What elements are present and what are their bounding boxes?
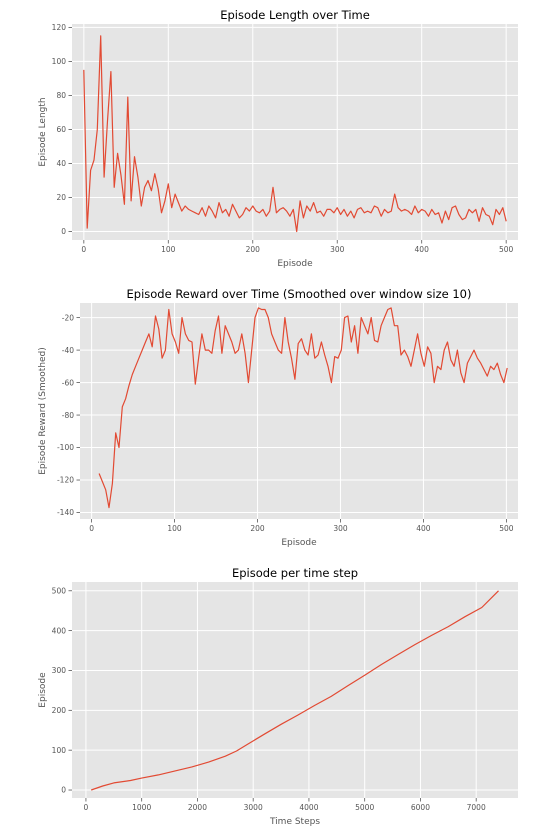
x-axis-label: Time Steps: [269, 817, 320, 827]
x-tick-label: 100: [161, 245, 176, 254]
y-tick-label: -120: [57, 476, 74, 485]
y-tick-label: 0: [61, 786, 66, 795]
x-tick-label: 200: [246, 245, 261, 254]
y-tick-label: 40: [56, 159, 66, 168]
series-line-1: [98, 307, 508, 509]
x-axis-label: Episode: [277, 259, 313, 269]
y-tick-label: -60: [62, 378, 74, 387]
y-tick-label: 60: [56, 125, 66, 134]
x-tick-label: 200: [250, 524, 265, 533]
y-tick-label: 0: [61, 227, 66, 236]
x-tick-label: 300: [333, 524, 348, 533]
x-axis-label: Episode: [281, 538, 317, 548]
x-tick-label: 7000: [467, 803, 486, 812]
chart-2: 0 100 200 300 400 500 -140 -120 -100 -80 -60 -40 -20…: [38, 287, 518, 548]
x-tick-label: 300: [330, 245, 345, 254]
y-tick-label: 120: [52, 23, 67, 32]
plot-area: [72, 24, 518, 240]
x-tick-label: 100: [167, 524, 182, 533]
y-tick-label: 80: [56, 91, 66, 100]
x-tick-label: 0: [81, 245, 86, 254]
chart-title: Episode Length over Time: [220, 8, 370, 22]
x-tick-label: 400: [416, 524, 431, 533]
x-tick-label: 5000: [355, 803, 374, 812]
chart-3: 0 1000 2000 3000 4000 5000 6000 7000 0 100 200 300 4…: [38, 566, 518, 827]
y-tick-label: 200: [52, 706, 67, 715]
series-line-1: [91, 590, 499, 791]
y-tick-label: 100: [52, 746, 67, 755]
y-tick-label: -40: [62, 346, 74, 355]
x-tick-label: 0: [89, 524, 94, 533]
y-tick-label: -20: [62, 313, 74, 322]
chart-title: Episode Reward over Time (Smoothed over …: [127, 287, 472, 301]
x-tick-label: 500: [499, 524, 514, 533]
y-tick-label: -100: [57, 443, 74, 452]
y-tick-label: -140: [57, 508, 74, 517]
y-tick-label: 20: [56, 193, 66, 202]
y-tick-label: 500: [52, 586, 67, 595]
y-tick-label: 400: [52, 626, 67, 635]
x-tick-label: 2000: [188, 803, 207, 812]
x-tick-label: 3000: [244, 803, 263, 812]
x-tick-label: 0: [84, 803, 89, 812]
y-axis-label: Episode: [38, 672, 48, 708]
x-tick-label: 1000: [132, 803, 151, 812]
x-tick-label: 500: [499, 245, 514, 254]
series-line-1: [83, 35, 507, 233]
y-tick-label: -80: [62, 411, 74, 420]
y-tick-label: 300: [52, 666, 67, 675]
chart-title: Episode per time step: [232, 566, 358, 580]
x-tick-label: 400: [415, 245, 430, 254]
x-tick-label: 6000: [411, 803, 430, 812]
x-tick-label: 4000: [299, 803, 318, 812]
y-axis-label: Episode Length: [38, 97, 48, 166]
plot-area: [72, 582, 518, 798]
y-tick-label: 100: [52, 57, 67, 66]
y-axis-label: Episode Reward (Smoothed): [38, 347, 48, 475]
plot-area: [80, 303, 518, 519]
chart-1: 0 100 200 300 400 500 0 20 40 60 80 100 120 Episode L…: [38, 8, 518, 269]
